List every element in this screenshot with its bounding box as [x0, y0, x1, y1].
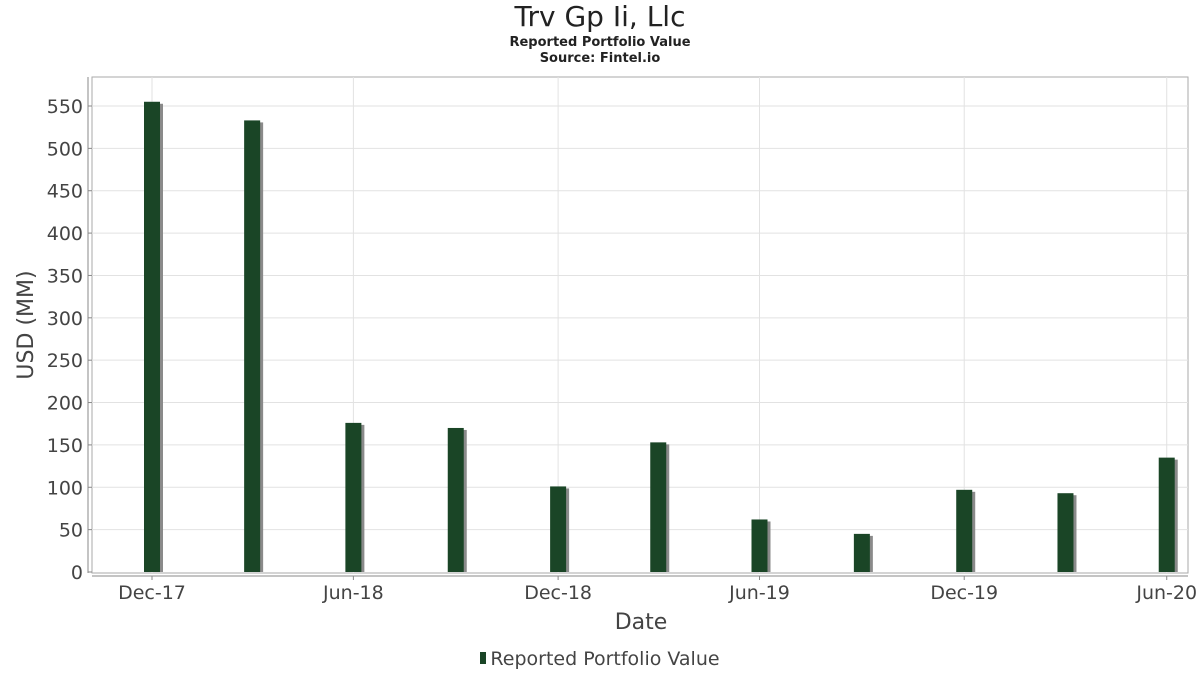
x-tick-label: Dec-17	[118, 582, 186, 604]
bars	[144, 101, 1178, 573]
y-tick-label: 0	[71, 562, 83, 584]
y-tick-label: 250	[47, 350, 83, 372]
y-tick-label: 500	[47, 138, 83, 160]
y-tick-label: 100	[47, 477, 83, 499]
y-tick-label: 200	[47, 393, 83, 415]
chart-title: Trv Gp Ii, Llc	[514, 0, 686, 33]
bar	[956, 489, 973, 572]
bar	[1158, 457, 1175, 572]
x-tick-label: Jun-20	[1135, 582, 1197, 604]
x-tick-label: Dec-19	[930, 582, 998, 604]
plot-area	[91, 76, 1189, 574]
y-tick-label: 300	[47, 308, 83, 330]
y-tick-label: 350	[47, 265, 83, 287]
y-tick-label: 150	[47, 435, 83, 457]
y-tick-label: 450	[47, 181, 83, 203]
bar	[345, 422, 362, 572]
y-tick-label: 50	[59, 520, 83, 542]
y-axis-ticks: 0 50 100 150 200 250 300 350 400 450 500 550	[47, 96, 92, 584]
bar	[550, 486, 567, 572]
bar	[447, 427, 464, 572]
y-axis-label: USD (MM)	[14, 270, 39, 379]
y-tick-label: 400	[47, 223, 83, 245]
legend-swatch	[480, 652, 487, 664]
x-axis-label: Date	[615, 610, 668, 635]
legend-label: Reported Portfolio Value	[490, 648, 720, 670]
x-axis-ticks: Dec-17Jun-18Dec-18Jun-19Dec-19Jun-20Dec-…	[118, 576, 1197, 604]
bar	[853, 533, 870, 572]
x-tick-label: Jun-18	[322, 582, 384, 604]
y-tick-label: 550	[47, 96, 83, 118]
bar	[244, 120, 261, 573]
x-tick-label: Dec-18	[524, 582, 592, 604]
axes	[87, 77, 1188, 577]
x-tick-label: Jun-19	[728, 582, 790, 604]
bar	[1057, 493, 1074, 572]
bar	[650, 442, 667, 572]
chart-subtitle-line-2: Source: Fintel.io	[539, 51, 661, 66]
legend: Reported Portfolio Value	[0, 647, 1200, 671]
bar	[751, 519, 768, 572]
chart-subtitle-line-1: Reported Portfolio Value	[509, 35, 691, 50]
bar	[144, 101, 160, 572]
